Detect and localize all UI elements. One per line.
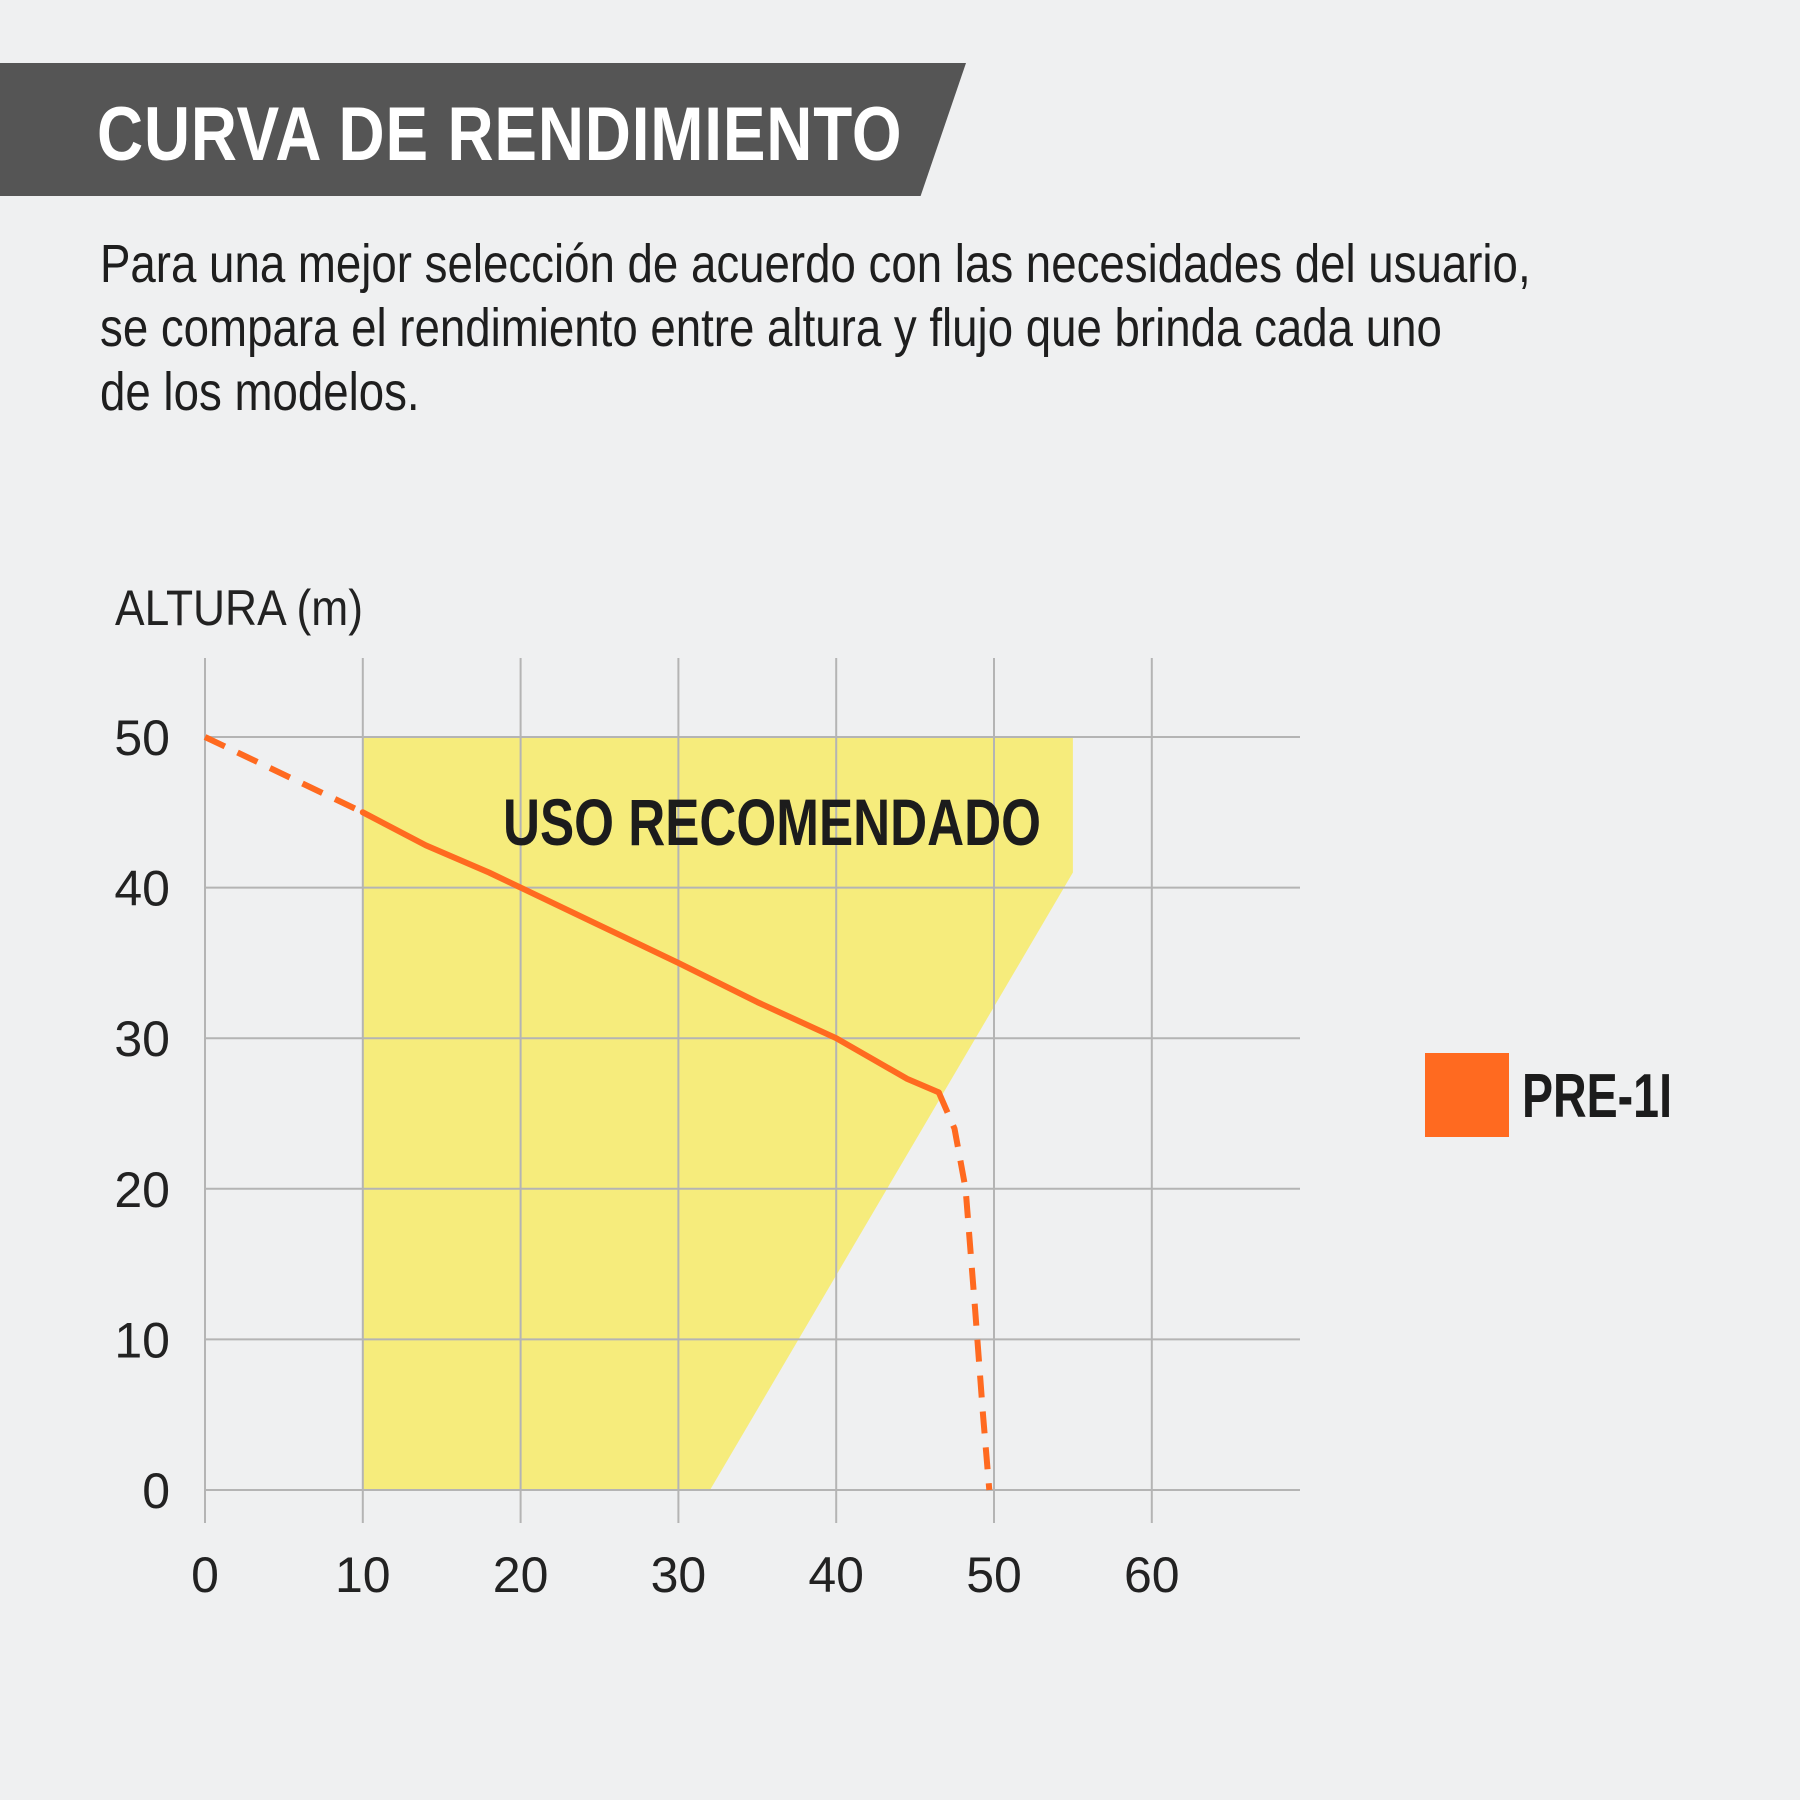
x-tick-label: 60 bbox=[1124, 1547, 1180, 1603]
x-tick-label: 10 bbox=[335, 1547, 391, 1603]
intro-line: Para una mejor selección de acuerdo con … bbox=[100, 234, 1531, 294]
y-tick-label: 0 bbox=[142, 1463, 170, 1519]
y-axis-label: ALTURA (m) bbox=[115, 580, 363, 636]
chart-grid bbox=[204, 658, 1300, 1523]
series-layer bbox=[203, 734, 993, 1491]
x-tick-label: 30 bbox=[651, 1547, 707, 1603]
y-tick-label: 50 bbox=[114, 710, 170, 766]
series-line-solid bbox=[359, 809, 942, 1096]
title-banner bbox=[0, 63, 966, 196]
intro-line: se compara el rendimiento entre altura y… bbox=[100, 298, 1442, 358]
recommended-region-area bbox=[362, 737, 1073, 1490]
series-line-dashed-end bbox=[936, 1091, 993, 1491]
intro-paragraph: Para una mejor selección de acuerdo con … bbox=[100, 232, 1706, 424]
x-tick-label: 0 bbox=[191, 1547, 219, 1603]
recommended-region bbox=[362, 737, 1073, 1490]
region-label: USO RECOMENDADO bbox=[503, 785, 1041, 859]
y-tick-label: 40 bbox=[114, 861, 170, 917]
x-tick-label: 40 bbox=[808, 1547, 864, 1603]
x-tick-label: 50 bbox=[966, 1547, 1022, 1603]
y-tick-label: 10 bbox=[114, 1312, 170, 1368]
series-line-dashed-start bbox=[203, 734, 365, 816]
page-title: CURVA DE RENDIMIENTO bbox=[97, 92, 903, 177]
chart-labels: USO RECOMENDADO ALTURA (m) 0 10 20 30 40 50 0 10 2… bbox=[114, 580, 1179, 1603]
chart-legend: PRE-1I bbox=[1425, 1053, 1672, 1137]
x-tick-label: 20 bbox=[493, 1547, 549, 1603]
intro-line: de los modelos. bbox=[100, 362, 420, 422]
y-tick-label: 20 bbox=[114, 1162, 170, 1218]
legend-swatch bbox=[1425, 1053, 1509, 1137]
y-tick-label: 30 bbox=[114, 1011, 170, 1067]
legend-label: PRE-1I bbox=[1522, 1062, 1672, 1131]
